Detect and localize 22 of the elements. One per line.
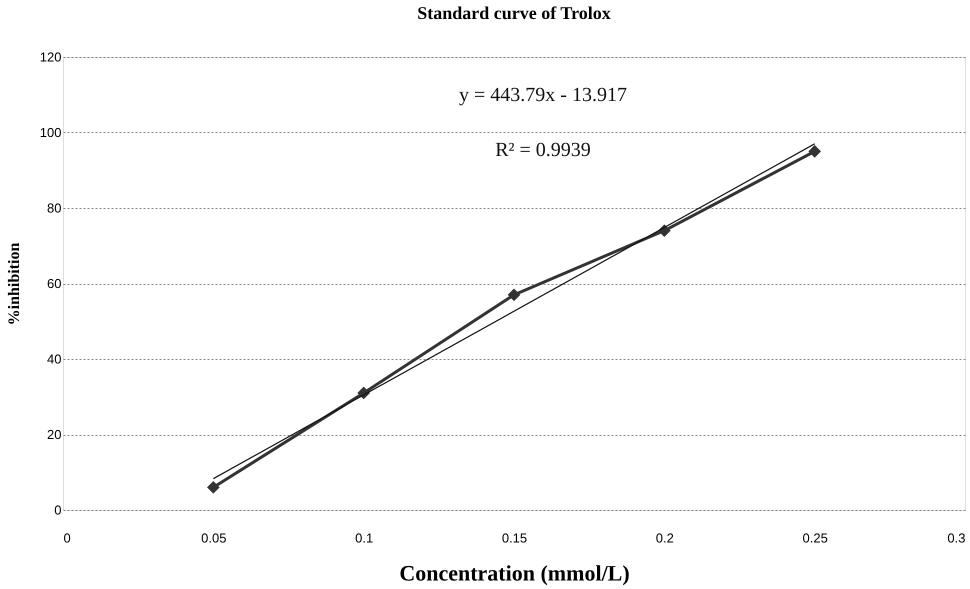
x-tick-label: 0.25 [802,530,828,546]
chart-title: Standard curve of Trolox [417,3,611,23]
x-tick-label: 0.05 [201,530,226,546]
y-axis-title: %inhibition [6,242,23,326]
y-tick-label: 120 [40,50,62,64]
annotation: R² = 0.9939 [495,139,591,161]
x-tick-label: 0.1 [355,530,374,546]
y-tick-label: 100 [40,125,62,140]
x-axis-title: Concentration (mmol/L) [399,560,630,586]
y-tick-label: 80 [47,200,62,216]
point [808,145,821,158]
y-tick-label: 40 [47,352,62,366]
annotation: y = 443.79x - 13.917 [459,84,627,106]
y-tick-label: 0 [54,502,62,518]
x-tick-label: 0.15 [502,530,528,546]
point [207,481,220,494]
point [508,288,520,302]
x-tick-label: 0 [64,530,71,546]
y-tick-label: 60 [47,276,62,291]
x-tick-label: 0.3 [947,530,966,546]
x-tick-label: 0.2 [656,530,674,546]
y-tick-label: 20 [47,427,62,442]
